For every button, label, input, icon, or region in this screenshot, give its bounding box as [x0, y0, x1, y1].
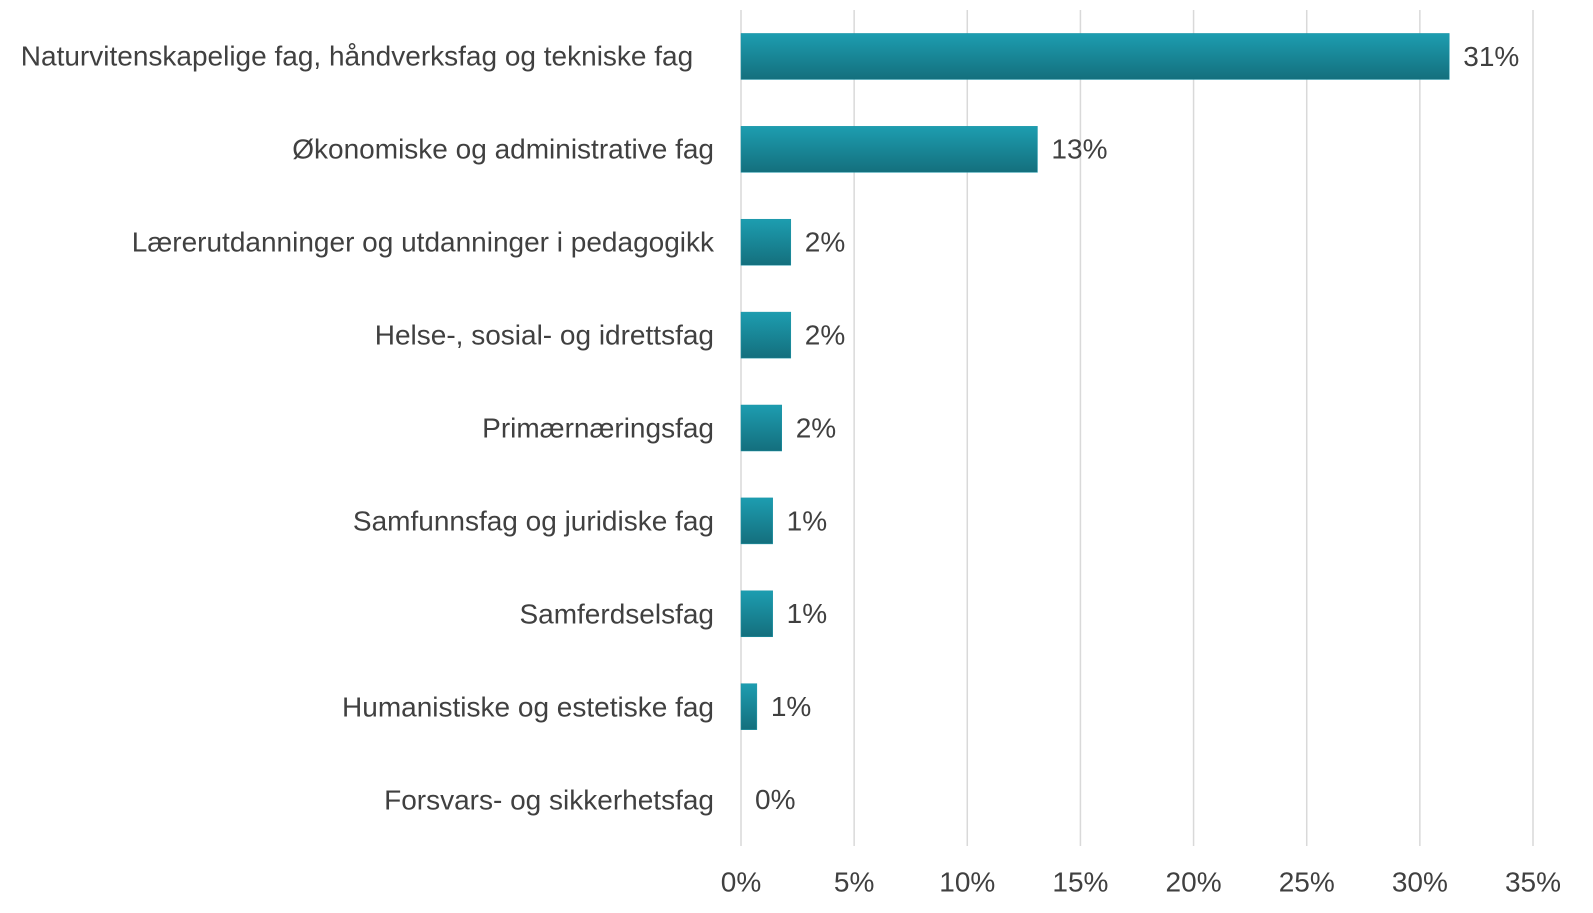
bar [740, 683, 758, 730]
y-tick-label: Naturvitenskapelige fag, håndverksfag og… [20, 40, 694, 72]
data-label: 2% [805, 320, 845, 351]
y-tick-label: Helse-, sosial- og idrettsfag [374, 319, 714, 351]
y-tick-label: Samfunnsfag og juridiske fag [352, 505, 714, 537]
bar [740, 33, 1450, 80]
x-tick-label: 5% [834, 866, 874, 897]
y-tick-label: Lærerutdanninger og utdanninger i pedago… [131, 226, 714, 258]
x-tick-label: 25% [1279, 866, 1335, 897]
y-tick-label: Forsvars- og sikkerhetsfag [384, 784, 714, 816]
data-label: 0% [755, 784, 795, 815]
data-label: 31% [1463, 41, 1519, 72]
x-tick-label: 20% [1166, 866, 1222, 897]
data-label: 1% [787, 598, 827, 629]
x-tick-label: 0% [721, 866, 761, 897]
bar [740, 497, 773, 545]
x-tick-label: 10% [939, 866, 995, 897]
data-label: 13% [1051, 134, 1107, 165]
data-label: 2% [805, 227, 845, 258]
bar [740, 126, 1038, 173]
y-tick-label: Primærnæringsfag [482, 412, 714, 444]
y-tick-label: Humanistiske og estetiske fag [342, 691, 714, 723]
bar [740, 311, 792, 359]
y-tick-label: Samferdselsfag [519, 598, 714, 630]
data-label: 1% [787, 505, 827, 536]
bar [740, 590, 773, 638]
x-tick-label: 35% [1505, 866, 1561, 897]
data-label: 1% [771, 691, 811, 722]
x-tick-label: 15% [1052, 866, 1108, 897]
data-label: 2% [796, 412, 836, 443]
y-tick-label: Økonomiske og administrative fag [292, 133, 714, 165]
bar [740, 404, 782, 452]
x-tick-label: 30% [1392, 866, 1448, 897]
bar [740, 218, 792, 266]
